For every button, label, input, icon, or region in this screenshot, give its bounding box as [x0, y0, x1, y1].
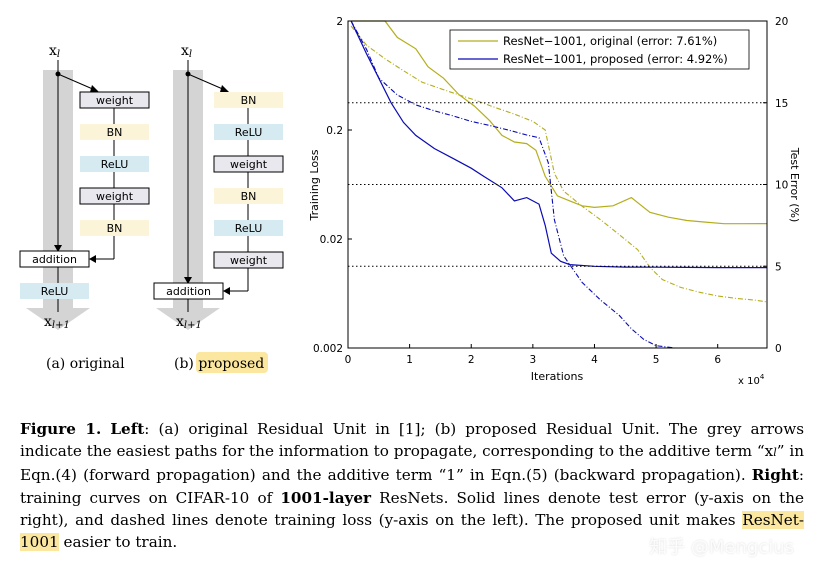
caption-original: (a) original: [46, 356, 125, 372]
svg-text:ReLU: ReLU: [101, 158, 129, 171]
x-tick-label: 6: [714, 354, 721, 366]
svg-text:BN: BN: [107, 126, 123, 139]
y-right-tick-label: 20: [775, 16, 788, 28]
svg-text:ReLU: ReLU: [235, 222, 263, 235]
left-label: Left: [110, 420, 145, 438]
svg-text:weight: weight: [96, 190, 134, 203]
x-tick-label: 5: [653, 354, 660, 366]
y-right-tick-label: 15: [775, 98, 788, 110]
svg-text:BN: BN: [107, 222, 123, 235]
test-error-line-proposed: [350, 20, 767, 269]
output-label-original: xl+1: [44, 314, 70, 331]
x-axis-ticks: 0 1 2 3 4 5 6: [345, 344, 721, 366]
y-right-tick-label: 0: [775, 343, 782, 355]
x-multiplier: x 104: [738, 373, 765, 387]
relu-block-p2: [214, 220, 283, 236]
x-axis-label: Iterations: [531, 370, 584, 383]
y-left-tick-label: 2: [336, 16, 343, 28]
right-label: Right: [751, 466, 799, 485]
legend-entry-original: ResNet−1001, original (error: 7.61%): [503, 34, 717, 48]
legend: ResNet−1001, original (error: 7.61%) Res…: [449, 29, 750, 70]
x-tick-label: 1: [406, 354, 413, 366]
svg-text:ReLU: ReLU: [41, 285, 69, 298]
diagram-original: xl weight BN ReLU weight BN addition ReL…: [19, 43, 150, 372]
figure-caption: Figure 1. Left: (a) original Residual Un…: [20, 420, 805, 552]
bn-block-p1: [214, 92, 283, 108]
plot-series-layer: [350, 20, 768, 349]
legend-box: [449, 29, 750, 70]
bn-block-2: [80, 220, 149, 236]
caption-proposed: (b) proposed: [174, 356, 264, 372]
proposed-highlight: [196, 352, 268, 373]
svg-text:addition: addition: [166, 285, 211, 298]
bn-block-p2: [214, 188, 283, 204]
legend-entry-proposed: ResNet−1001, proposed (error: 4.92%): [503, 52, 728, 66]
svg-text:addition: addition: [32, 253, 77, 266]
test-error-line-original: [351, 20, 768, 225]
y-right-ticks: 20 15 10 5 0: [763, 16, 788, 355]
addition-block-original: [19, 250, 90, 268]
svg-text:weight: weight: [230, 158, 268, 171]
x-tick-label: 4: [591, 354, 598, 366]
svg-text:ReLU: ReLU: [235, 126, 263, 139]
bn-block-1: [80, 124, 149, 140]
watermark: 知乎 @Mengcius: [649, 537, 794, 558]
y-left-tick-label: 0.2: [326, 125, 343, 137]
svg-text:BN: BN: [241, 94, 257, 107]
svg-text:BN: BN: [241, 190, 257, 203]
relu-block-p1: [214, 124, 283, 140]
relu-after-addition: [20, 283, 89, 299]
y-left-label: Training Loss: [308, 149, 321, 221]
training-loss-line-proposed: [350, 20, 675, 349]
y-right-tick-label: 5: [775, 261, 782, 273]
grid-lines: [348, 102, 767, 267]
x-tick-label: 0: [345, 354, 352, 366]
y-left-tick-label: 0.002: [313, 343, 343, 355]
relu-block-1: [80, 156, 149, 172]
output-label-proposed: xl+1: [176, 314, 202, 331]
diagram-proposed: xl BN ReLU weight BN ReLU weight additio…: [153, 43, 284, 373]
figure-label: Figure 1.: [20, 420, 102, 438]
input-label-proposed: xl: [181, 43, 192, 60]
x-tick-label: 3: [530, 354, 537, 366]
y-right-tick-label: 10: [775, 180, 788, 192]
y-left-ticks: 2 0.2 0.02 0.002: [313, 16, 352, 355]
svg-text:weight: weight: [96, 94, 134, 107]
y-left-tick-label: 0.02: [320, 234, 343, 246]
svg-text:weight: weight: [230, 254, 268, 267]
x-tick-label: 2: [468, 354, 475, 366]
figure-1: xl weight BN ReLU weight BN addition ReL…: [19, 16, 801, 387]
input-label-original: xl: [49, 43, 60, 60]
training-loss-line-original: [350, 25, 768, 303]
training-curves-chart: 0 1 2 3 4 5 6 2 0.2 0.02 0.002 20 15 10 5 0 Iteration…: [308, 16, 801, 387]
y-right-label: Test Error (%): [788, 147, 801, 223]
